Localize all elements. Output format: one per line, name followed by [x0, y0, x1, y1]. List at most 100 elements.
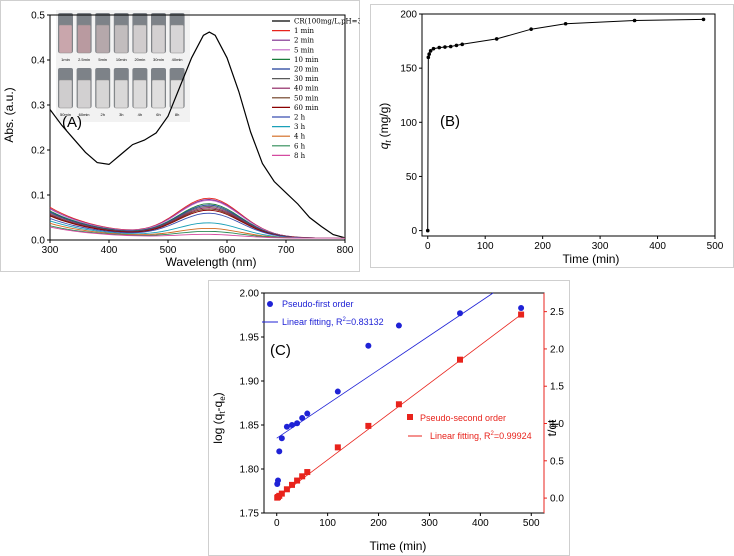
legend-second-fit-sup: 2 [491, 431, 495, 437]
y-axis-label-c: log (qt-qe) [211, 392, 227, 443]
y-tick-label: 0.0 [31, 236, 45, 247]
y-axis-label-b-unit: (mg/g) [377, 103, 391, 138]
legend-label: 50 min [294, 94, 319, 102]
y-tick-label: 0.1 [31, 191, 45, 202]
qt-point [426, 55, 431, 60]
qt-point [701, 17, 706, 22]
vial-body [133, 24, 147, 54]
legend-first-fit-sup: 2 [343, 317, 347, 323]
vial-body [114, 24, 129, 54]
plot-frame [49, 14, 346, 241]
y2-tick-label: 0.0 [550, 494, 564, 505]
first-order-point [283, 423, 290, 430]
x-tick-label: 500 [523, 518, 540, 529]
y2-tick-label: 1.5 [550, 382, 564, 393]
y-axis-label-c-end: ) [211, 392, 225, 396]
legend-label: 40 min [294, 85, 319, 93]
y-tick-label: 1.90 [240, 377, 260, 388]
qt-point [425, 228, 430, 233]
panel-label-c: (C) [270, 342, 291, 359]
y-tick-label: 1.75 [240, 509, 260, 520]
x-tick-label: 600 [219, 245, 236, 256]
first-order-point [518, 304, 525, 311]
qt-point [460, 42, 465, 47]
first-order-point [299, 414, 306, 421]
series-line [49, 226, 345, 239]
x-tick-label: 300 [592, 241, 609, 252]
x-tick-label: 300 [42, 245, 59, 256]
chart-b-border [370, 4, 734, 268]
y-tick-label: 100 [400, 118, 417, 129]
vial-label: 2h [100, 112, 104, 117]
y-tick-label: 1.85 [240, 421, 260, 432]
y-tick-label: 1.95 [240, 333, 260, 344]
first-order-point [395, 322, 402, 329]
second-order-point [294, 477, 301, 484]
x-axis-label-a: Wavelength (nm) [166, 255, 257, 269]
legend-first-fit: Linear fitting, R2=0.83132 [282, 317, 384, 327]
first-order-point [365, 342, 372, 349]
legend-second-label: Pseudo-second order [420, 413, 506, 423]
x-tick-label: 100 [477, 241, 494, 252]
panel-label-b: (B) [440, 113, 460, 130]
legend-first-label: Pseudo-first order [282, 299, 354, 309]
x-tick-label: 400 [101, 245, 118, 256]
chart-c: 0 100 200 300 400 5001.751.801.851.901.952.00… [208, 280, 570, 556]
legend-label: 8 h [294, 152, 306, 160]
y-tick-label: 150 [400, 64, 417, 75]
vial-label: 1min [61, 57, 70, 62]
vial-label: 40min [172, 57, 183, 62]
second-order-point [365, 422, 372, 429]
legend-label: 5 min [294, 46, 315, 54]
plot-frame [421, 13, 716, 237]
y-tick-label: 0.3 [31, 101, 45, 112]
qt-point [454, 43, 459, 48]
first-order-point [275, 477, 281, 484]
x-tick-label: 0 [274, 518, 280, 529]
x-tick-label: 400 [649, 241, 666, 252]
x-tick-label: 200 [534, 241, 551, 252]
x-tick-label: 700 [278, 245, 295, 256]
legend-c: Pseudo-first order Linear fitting, R2=0.… [262, 299, 532, 441]
y2-axis-label-c: t/qt [545, 419, 559, 436]
y-tick-label: 0.5 [31, 11, 45, 22]
x-tick-label: 800 [337, 245, 354, 256]
second-order-point [278, 490, 285, 497]
first-order-point [278, 435, 285, 442]
y2-tick-label: 0.5 [550, 456, 564, 467]
qt-point [427, 52, 431, 56]
second-order-point [289, 481, 295, 488]
series-line [49, 31, 346, 239]
x-tick-label: 500 [160, 245, 177, 256]
x-tick-label: 100 [319, 518, 336, 529]
vial-label: 30min [153, 57, 164, 62]
second-order-point [304, 469, 311, 476]
x-tick-label: 400 [472, 518, 489, 529]
vial-label: 8h [175, 112, 179, 117]
qt-point [428, 49, 433, 53]
vial-body [170, 24, 184, 54]
vial-body [95, 79, 110, 109]
x-axis-label-b-text: Time (min) [563, 252, 620, 266]
vial-body [151, 24, 166, 54]
legend-label: 30 min [294, 75, 319, 83]
qt-point [443, 45, 447, 49]
second-order-point [299, 473, 306, 480]
y-axis-label-c-sub2: e [218, 396, 227, 401]
y2-tick-label: 2.0 [550, 344, 564, 355]
qt-point [431, 46, 436, 51]
x-tick-label: 500 [707, 241, 724, 252]
y-tick-label: 0.4 [31, 56, 45, 67]
legend-first-marker [267, 301, 273, 307]
vial-body [133, 79, 147, 109]
vial-body [95, 24, 110, 54]
vial-label: 4h [138, 112, 142, 117]
second-order-point [457, 356, 463, 363]
y-tick-label: 2.00 [240, 289, 260, 300]
y-axis-label-b: qt (mg/g) [377, 103, 393, 150]
qt-point [563, 21, 568, 26]
legend-second-fit-text: Linear fitting, R [430, 431, 491, 441]
y-tick-label: 1.80 [240, 465, 260, 476]
vial-label: 20min [134, 57, 145, 62]
